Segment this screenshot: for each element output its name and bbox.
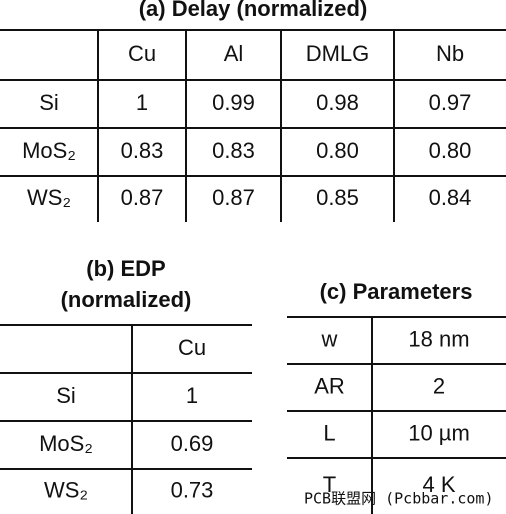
row-label: Si	[56, 383, 76, 408]
table-b-title: (normalized)	[61, 287, 192, 312]
cell: 0.84	[429, 185, 472, 210]
cell: 0.85	[316, 185, 359, 210]
cell: 1	[136, 90, 148, 115]
cell: 0.83	[212, 138, 255, 163]
cell: 0.87	[212, 185, 255, 210]
row-label: WS₂	[44, 477, 88, 502]
cell: 0.80	[429, 138, 472, 163]
row-label: MoS₂	[22, 138, 76, 163]
cell: 0.80	[316, 138, 359, 163]
row-label: w	[321, 326, 338, 351]
cell: 0.99	[212, 90, 255, 115]
row-label: WS₂	[27, 185, 71, 210]
cell: 0.83	[121, 138, 164, 163]
cell: 2	[433, 373, 445, 398]
cell: 0.87	[121, 185, 164, 210]
cell: 0.73	[171, 477, 214, 502]
cell: 0.69	[171, 431, 214, 456]
table-a-title: (a) Delay (normalized)	[139, 0, 368, 21]
row-label: MoS₂	[39, 431, 93, 456]
header-cell: Cu	[128, 41, 156, 66]
cell: 18 nm	[408, 326, 469, 351]
row-label: AR	[314, 373, 345, 398]
cell: 10 µm	[408, 420, 470, 445]
header-cell: Al	[224, 41, 244, 66]
row-label: Si	[39, 90, 59, 115]
table-b-title: (b) EDP	[86, 256, 165, 281]
table-c-title: (c) Parameters	[320, 279, 473, 304]
cell: 0.98	[316, 90, 359, 115]
header-cell: Cu	[178, 335, 206, 360]
cell: 1	[186, 383, 198, 408]
cell: 4 K	[422, 472, 455, 497]
row-label: L	[323, 420, 335, 445]
watermark: PCB联盟网 (Pcbbar.com)	[304, 490, 494, 508]
row-label: T	[323, 472, 336, 497]
header-cell: DMLG	[306, 41, 370, 66]
header-cell: Nb	[436, 41, 464, 66]
cell: 0.97	[429, 90, 472, 115]
